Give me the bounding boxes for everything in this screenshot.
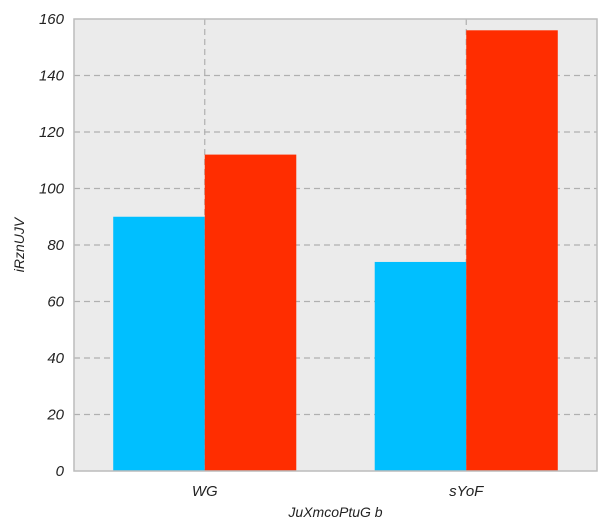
y-tick-label: 80 [47, 237, 64, 254]
y-tick-label: 0 [56, 463, 65, 480]
bar-sYoF-series-2 [466, 30, 558, 471]
bar-sYoF-series-1 [375, 262, 467, 471]
y-tick-label: 160 [39, 11, 65, 28]
y-tick-label: 40 [47, 350, 64, 367]
bar-WG-series-1 [113, 217, 205, 471]
x-tick-label: sYoF [449, 483, 484, 500]
y-tick-label: 140 [39, 68, 65, 85]
x-tick-label: WG [192, 483, 218, 500]
y-tick-label: 20 [46, 407, 64, 424]
bar-WG-series-2 [205, 155, 297, 471]
y-tick-label: 60 [47, 294, 64, 311]
x-axis-label: JuXmcoPtuG b [287, 504, 382, 520]
y-tick-label: 120 [39, 124, 65, 141]
y-axis-label: iRznUJV [11, 216, 27, 272]
y-tick-label: 100 [39, 181, 65, 198]
